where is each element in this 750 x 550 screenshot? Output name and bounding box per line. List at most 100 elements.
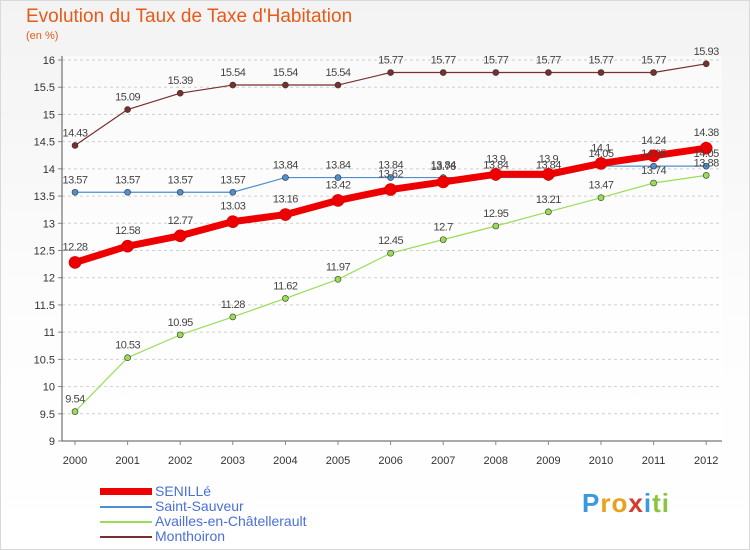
data-label: 10.95 [168,317,193,329]
data-point [492,222,500,230]
y-tick-label: 9.5 [40,409,55,421]
data-label: 13.47 [588,180,613,192]
data-label: 13.21 [536,194,561,206]
legend-label: SENILLé [155,483,212,499]
x-tick-label: 2005 [326,455,350,467]
data-point [121,239,134,253]
data-point [492,69,500,76]
data-label: 14.38 [694,127,719,139]
data-label: 13.57 [62,174,87,186]
data-label: 13.84 [378,160,403,172]
legend-swatch [100,521,152,523]
legend-swatch [100,536,152,538]
data-label: 11.62 [273,280,298,292]
data-label: 15.77 [536,55,561,67]
brand-logo: Proxiti [582,488,670,519]
y-tick-label: 10.5 [34,354,55,366]
data-label: 12.95 [483,208,508,220]
y-tick-label: 12.5 [34,246,55,258]
x-tick-label: 2012 [694,455,718,467]
y-tick-label: 10 [43,382,55,394]
data-point [334,174,342,181]
data-point [387,69,394,76]
data-point [699,141,713,155]
legend-label: Saint-Sauveur [155,498,244,514]
data-label: 13.74 [641,165,666,177]
data-point [282,81,289,89]
y-tick-label: 12 [43,273,55,285]
data-point [282,174,289,181]
data-point [124,188,131,196]
legend-label: Monthoiron [155,528,226,544]
x-tick-label: 2010 [589,455,613,467]
legend-swatch [100,488,152,495]
data-point [545,208,552,216]
legend-swatch [100,506,152,508]
data-label: 15.77 [483,55,508,67]
data-label: 13.84 [325,160,350,172]
data-label: 15.39 [168,75,193,87]
data-label: 13.42 [325,179,350,191]
x-tick-label: 2004 [273,455,297,467]
data-point [282,295,289,302]
data-label: 11.97 [326,261,351,273]
data-point [124,354,131,362]
data-label: 14.1 [591,142,611,154]
data-label: 13.84 [483,160,508,172]
data-label: 15.54 [220,67,245,79]
y-tick-label: 14.5 [34,137,55,149]
data-point [597,69,605,76]
y-tick-label: 11.5 [34,300,55,312]
y-tick-label: 14 [43,164,55,176]
data-label: 13.62 [378,169,403,181]
data-point [597,194,605,202]
y-tick-label: 9 [49,436,55,448]
data-label: 15.77 [641,55,666,67]
data-label: 14.05 [694,148,719,160]
data-label: 15.77 [588,55,613,67]
y-tick-label: 11 [44,327,55,339]
data-point [436,175,450,189]
data-point [650,179,657,187]
chart-title: Evolution du Taux de Taxe d'Habitation [26,6,353,27]
data-label: 11.28 [221,299,246,311]
data-label: 12.58 [115,225,140,237]
data-point [176,89,184,97]
brand-letter: x [628,488,644,518]
y-tick-label: 15.5 [34,82,55,94]
data-label: 13.57 [220,174,245,186]
series-monthoiron [71,60,710,149]
data-point [229,81,237,89]
data-point [176,331,184,339]
data-point [594,157,608,170]
data-point [124,106,131,113]
x-tick-label: 2008 [484,455,508,467]
x-tick-label: 2003 [221,455,245,467]
x-tick-label: 2009 [536,455,560,467]
data-point [176,188,184,196]
series-senill- [68,141,713,269]
data-label: 13.9 [539,153,559,165]
brand-letter: i [661,488,670,518]
data-point [542,168,555,181]
data-point [279,208,292,221]
data-label: 13.84 [273,160,298,172]
brand-letter: P [582,488,601,518]
x-tick-label: 2011 [642,455,666,467]
series-availles-en-ch-tellerault [71,172,710,415]
brand-letter: t [652,488,662,518]
data-point [702,162,710,170]
x-tick-label: 2002 [168,455,192,467]
data-label: 13.84 [431,160,456,172]
data-label: 13.57 [168,174,193,186]
data-point [71,188,79,196]
data-point [439,236,447,243]
data-point [229,313,237,321]
y-tick-label: 15 [43,109,55,121]
x-tick-label: 2001 [115,455,139,467]
data-point [334,81,342,89]
data-label: 14.43 [62,127,87,139]
data-label: 15.93 [694,46,719,58]
y-tick-label: 16 [43,55,55,67]
